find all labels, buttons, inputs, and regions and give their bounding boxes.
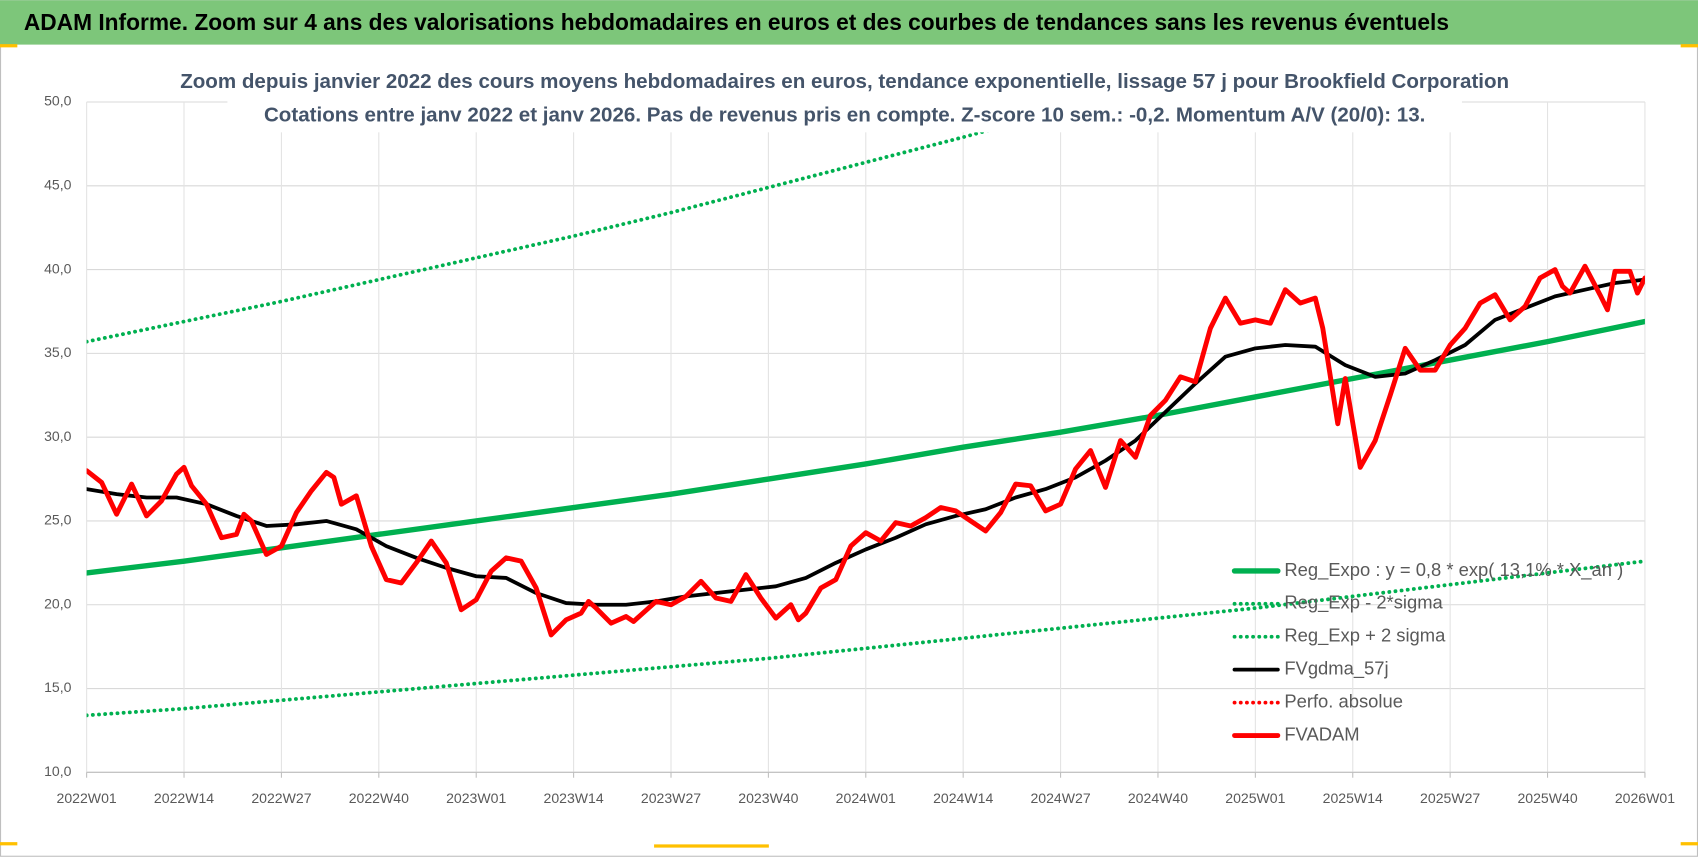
x-tick-label: 2023W01 <box>446 790 506 806</box>
x-tick-label: 2025W01 <box>1225 790 1285 806</box>
x-tick-label: 2022W40 <box>349 790 409 806</box>
x-tick-label: 2022W01 <box>57 790 117 806</box>
y-tick-label: 40,0 <box>44 260 72 276</box>
y-tick-label: 25,0 <box>44 512 72 528</box>
legend-label: Reg_Exp + 2 sigma <box>1284 625 1446 647</box>
header-bar <box>0 0 1698 45</box>
x-tick-label: 2025W27 <box>1420 790 1480 806</box>
y-tick-label: 15,0 <box>44 679 72 695</box>
series-line <box>86 277 1645 607</box>
series-line <box>86 263 1645 638</box>
x-tick-label: 2024W14 <box>933 790 993 806</box>
y-tick-label: 30,0 <box>44 428 72 444</box>
legend-label: Reg_Expo : y = 0,8 * exp( 13,1% * X_an ) <box>1284 559 1623 581</box>
x-tick-label: 2024W40 <box>1128 790 1188 806</box>
x-tick-label: 2025W14 <box>1323 790 1383 806</box>
series-line <box>86 102 1099 344</box>
y-tick-label: 45,0 <box>44 177 72 193</box>
x-tick-label: 2023W27 <box>641 790 701 806</box>
x-tick-label: 2022W14 <box>154 790 214 806</box>
header-title: ADAM Informe. Zoom sur 4 ans des valoris… <box>24 9 1449 35</box>
legend-label: Reg_Exp - 2*sigma <box>1284 592 1443 614</box>
series-line <box>86 318 1645 576</box>
y-tick-label: 50,0 <box>44 93 72 109</box>
x-tick-label: 2024W01 <box>836 790 896 806</box>
title-background <box>227 63 1462 133</box>
legend-label: FVADAM <box>1284 723 1359 744</box>
x-tick-label: 2022W27 <box>251 790 311 806</box>
corner-marks <box>0 44 1698 848</box>
y-tick-label: 35,0 <box>44 344 72 360</box>
y-tick-label: 10,0 <box>44 763 72 779</box>
chart-title: Zoom depuis janvier 2022 des cours moyen… <box>180 70 1509 93</box>
series-line <box>86 559 1645 718</box>
x-tick-label: 2026W01 <box>1615 790 1675 806</box>
x-tick-label: 2023W14 <box>544 790 604 806</box>
y-tick-label: 20,0 <box>44 595 72 611</box>
legend-label: Perfo. absolue <box>1284 690 1403 711</box>
x-tick-label: 2023W40 <box>738 790 798 806</box>
chart-subtitle: Cotations entre janv 2022 et janv 2026. … <box>264 104 1425 127</box>
x-tick-label: 2024W27 <box>1030 790 1090 806</box>
legend-label: FVgdma_57j <box>1284 658 1388 680</box>
x-tick-label: 2025W40 <box>1517 790 1577 806</box>
